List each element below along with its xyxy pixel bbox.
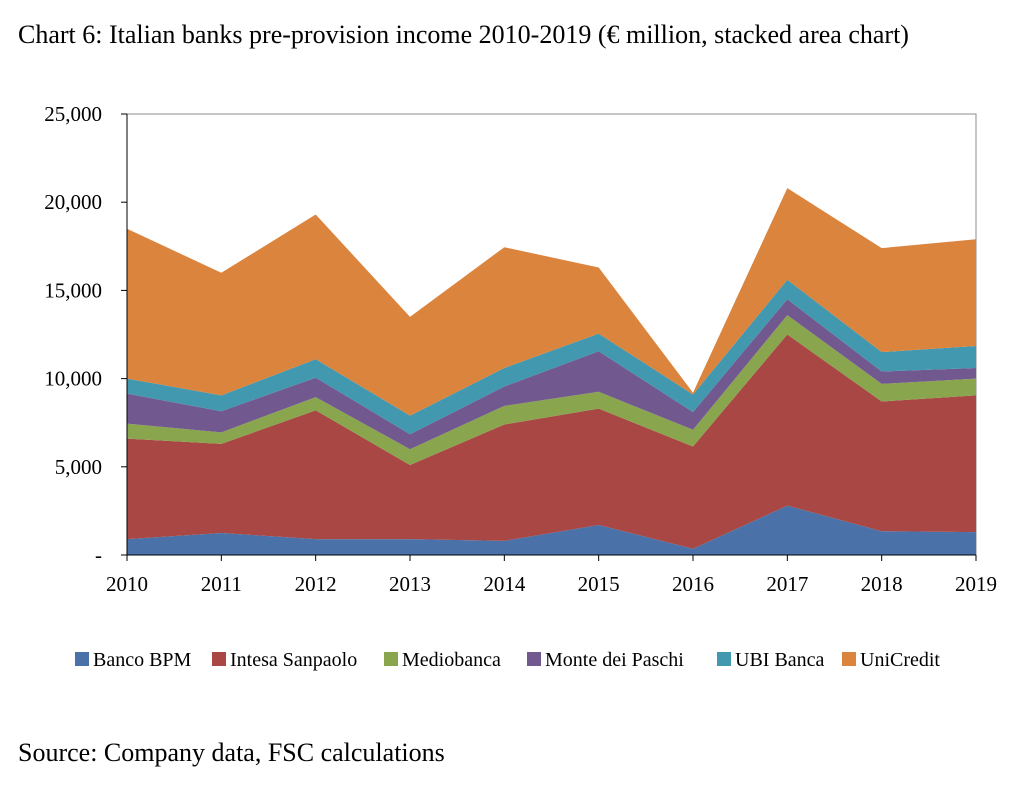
chart-title: Chart 6: Italian banks pre-provision inc… bbox=[18, 20, 909, 49]
x-tick-label: 2015 bbox=[578, 572, 620, 596]
legend: Banco BPM Intesa Sanpaolo Mediobanca Monte … bbox=[75, 649, 940, 671]
x-tick-label: 2012 bbox=[295, 572, 337, 596]
legend-label-monte-dei-paschi: Monte dei Paschi bbox=[545, 649, 684, 671]
legend-label-unicredit: UniCredit bbox=[860, 649, 940, 671]
area-unicredit bbox=[127, 188, 976, 416]
legend-label-ubi-banca: UBI Banca bbox=[735, 649, 825, 671]
area-layer bbox=[126, 113, 977, 556]
x-tick-label: 2011 bbox=[201, 572, 242, 596]
legend-label-intesa-sanpaolo: Intesa Sanpaolo bbox=[230, 649, 357, 671]
legend-label-banco-bpm: Banco BPM bbox=[93, 649, 192, 671]
x-tick-label: 2010 bbox=[106, 572, 148, 596]
x-tick-label: 2019 bbox=[955, 572, 997, 596]
area-ubi-banca bbox=[127, 279, 976, 435]
y-tick-label: 25,000 bbox=[44, 102, 102, 126]
axes: - 5,000 10,000 15,000 20,000 25,000 2010 2011 20… bbox=[44, 102, 997, 596]
x-tick-label: 2014 bbox=[483, 572, 526, 596]
legend-swatch-mediobanca bbox=[384, 652, 398, 666]
legend-swatch-intesa-sanpaolo bbox=[212, 652, 226, 666]
legend-swatch-banco-bpm bbox=[75, 652, 89, 666]
legend-swatch-monte-dei-paschi bbox=[527, 652, 541, 666]
source-note: Source: Company data, FSC calculations bbox=[18, 738, 445, 767]
legend-swatch-unicredit bbox=[842, 652, 856, 666]
y-tick-label: 20,000 bbox=[44, 190, 102, 214]
x-tick-label: 2017 bbox=[766, 572, 808, 596]
area-mediobanca bbox=[127, 315, 976, 465]
y-tick-label: - bbox=[95, 543, 102, 567]
x-tick-label: 2018 bbox=[861, 572, 903, 596]
y-tick-label: 10,000 bbox=[44, 367, 102, 391]
y-tick-label: 5,000 bbox=[55, 455, 102, 479]
area-monte-dei-paschi bbox=[127, 299, 976, 450]
legend-label-mediobanca: Mediobanca bbox=[402, 649, 501, 671]
legend-swatch-ubi-banca bbox=[717, 652, 731, 666]
y-tick-label: 15,000 bbox=[44, 278, 102, 302]
x-tick-label: 2013 bbox=[389, 572, 431, 596]
area-banco-bpm bbox=[127, 505, 976, 555]
area-intesa-sanpaolo bbox=[127, 334, 976, 549]
x-tick-label: 2016 bbox=[672, 572, 714, 596]
